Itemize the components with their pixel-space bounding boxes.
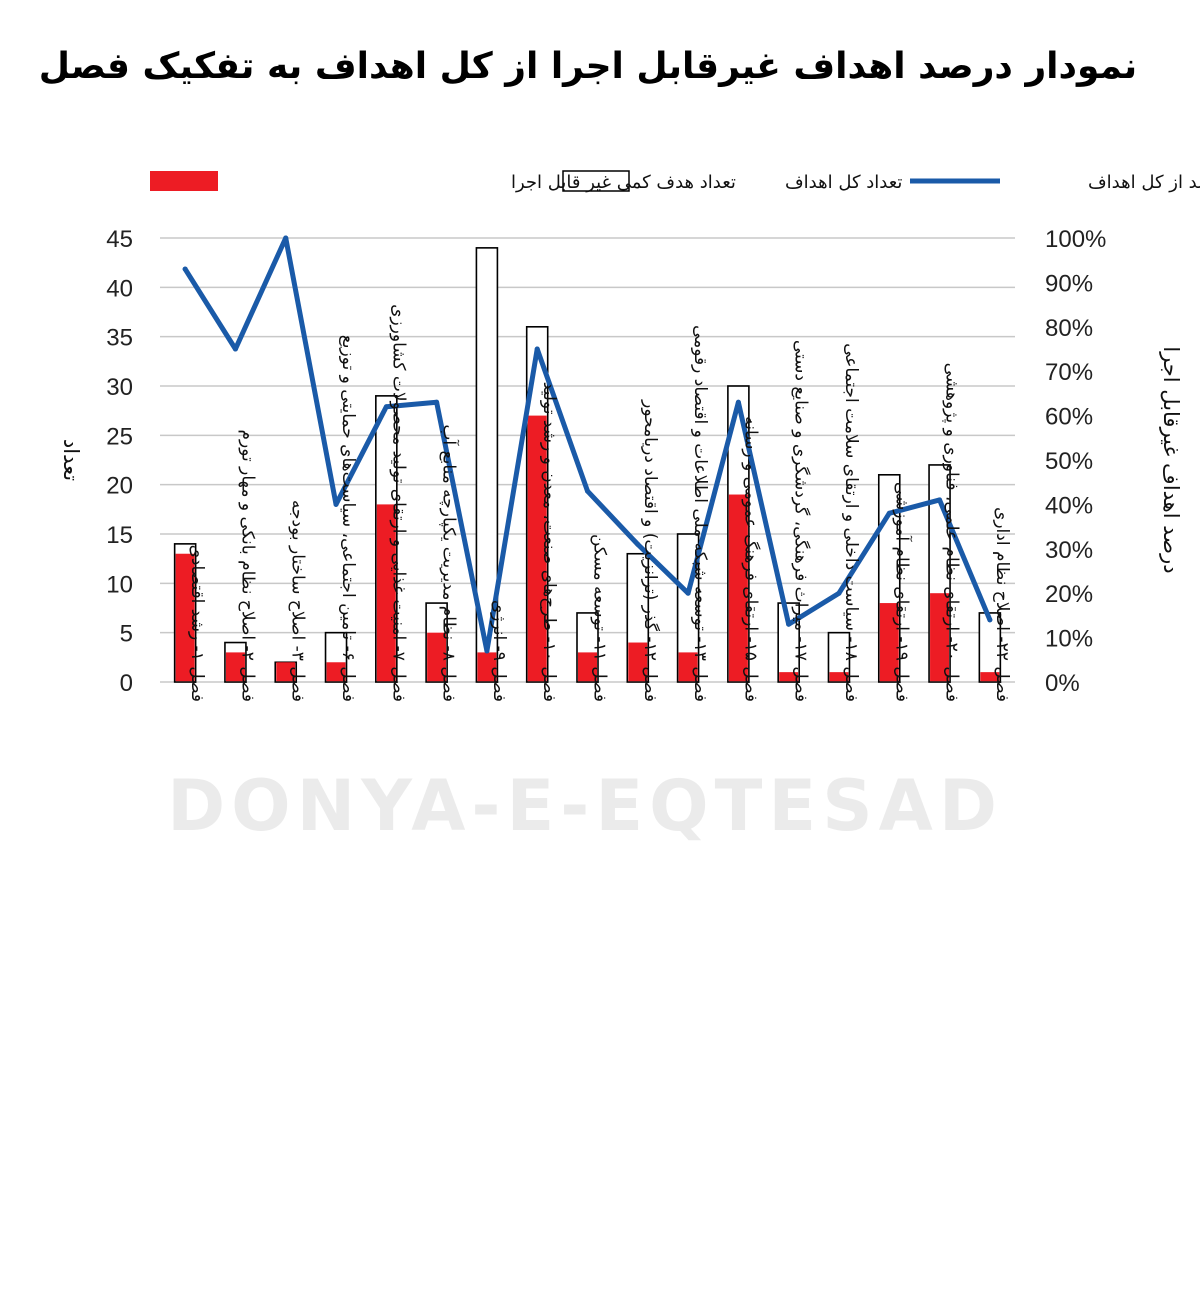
y2-tick-label: 90% xyxy=(1045,270,1093,297)
legend-item-red: تعداد هدف کمی غیر قابل اجرا xyxy=(150,171,736,193)
y-axis-right: 0% 10% 20% 30% 40% 50% 60% 70% 80% 90% 100% xyxy=(1045,226,1106,697)
percent-point xyxy=(534,346,540,352)
x-category-label: فصل ۱۱- توسعه مسکن xyxy=(590,534,610,702)
percent-point xyxy=(886,510,892,516)
percent-point xyxy=(283,235,289,241)
y-axis-left-title: تعداد xyxy=(59,439,83,481)
bar-infeasible xyxy=(376,504,396,682)
watermark-text: DONYA-E-EQTESAD xyxy=(167,765,1003,847)
percent-point xyxy=(635,541,641,547)
bar-infeasible xyxy=(779,672,799,682)
bar-infeasible xyxy=(225,652,245,682)
y2-tick-label: 20% xyxy=(1045,581,1093,608)
legend-line-label: درصد از کل اهداف xyxy=(1088,172,1200,193)
y2-tick-label: 60% xyxy=(1045,404,1093,431)
y-axis-right-title: درصد اهداف غیرقابل اجرا xyxy=(1159,346,1183,573)
y-tick-label: 0 xyxy=(120,670,133,697)
y2-tick-label: 30% xyxy=(1045,537,1093,564)
bar-infeasible xyxy=(930,593,950,682)
bar-infeasible xyxy=(879,603,899,682)
x-category-label: فصل ۱۰- طرح‌های صنعت، معدن و رشد تولید xyxy=(539,382,559,702)
x-category-label: فصل ۱۳- توسعه شبکه ملی اطلاعات و اقتصاد … xyxy=(690,325,710,702)
y-tick-label: 45 xyxy=(106,226,133,253)
x-category-label: فصل ۸- نظام مدیریت یکپارچه منابع آب xyxy=(439,424,461,702)
x-category-label: فصل ۹- انرژی xyxy=(489,600,509,702)
x-category-label: فصل ۲- اصلاح نظام بانکی و مهار تورم xyxy=(237,429,257,702)
bar-total xyxy=(978,612,1002,683)
y-tick-label: 5 xyxy=(120,621,133,648)
percent-point xyxy=(182,266,188,272)
percent-point xyxy=(232,346,238,352)
y2-tick-label: 70% xyxy=(1045,359,1093,386)
bar-infeasible xyxy=(276,662,296,682)
x-category-label: فصل ۲۲- اصلاح نظام اداری xyxy=(992,507,1012,702)
x-category-label: فصل ۱۸- سیاست داخلی و ارتقای سلامت اجتما… xyxy=(841,343,861,702)
bar-infeasible xyxy=(527,415,547,682)
percent-point xyxy=(333,501,339,507)
bar-infeasible xyxy=(427,632,447,682)
bar-infeasible xyxy=(678,652,698,682)
bar-infeasible xyxy=(477,652,497,682)
legend: درصد از کل اهداف تعداد کل اهداف تعداد هد… xyxy=(150,170,1200,193)
y2-tick-label: 100% xyxy=(1045,226,1106,253)
bar-infeasible xyxy=(980,672,1000,682)
legend-red-swatch xyxy=(150,171,218,191)
y-tick-label: 40 xyxy=(106,275,133,302)
y2-tick-label: 40% xyxy=(1045,492,1093,519)
bar-infeasible xyxy=(326,662,346,682)
bar-infeasible xyxy=(728,494,748,682)
bars xyxy=(173,247,1002,683)
legend-total-swatch xyxy=(562,170,630,192)
percent-point xyxy=(383,404,389,410)
y2-tick-label: 50% xyxy=(1045,448,1093,475)
x-category-label: فصل ۱۲- گذر (ترانزیت) و اقتصاد دریامحور xyxy=(640,399,661,702)
percent-point xyxy=(484,648,490,654)
percent-point xyxy=(434,399,440,405)
x-category-label: فصل ۱۷- میراث فرهنگی، گردشگری و صنایع دس… xyxy=(791,340,812,702)
bar-infeasible xyxy=(578,652,597,682)
percent-line xyxy=(182,235,993,654)
y-tick-label: 10 xyxy=(106,571,133,598)
legend-total-label: تعداد کل اهداف xyxy=(785,172,902,193)
x-category-label: فصل ۳- اصلاح ساختار بودجه xyxy=(288,500,308,702)
x-axis-labels: فصل ۱- رشد اقتصادی فصل ۲- اصلاح نظام بانک… xyxy=(187,304,1012,702)
percent-point xyxy=(585,488,590,494)
percent-point xyxy=(987,617,993,623)
y-tick-label: 30 xyxy=(106,374,133,401)
x-category-label: فصل ۶- تامین اجتماعی، سیاست‌های حمایتی و… xyxy=(338,335,358,702)
x-category-label: فصل ۱- رشد اقتصادی xyxy=(187,545,207,702)
percent-point xyxy=(836,590,842,596)
bar-total xyxy=(475,247,499,683)
y-tick-label: 15 xyxy=(106,522,133,549)
percent-point xyxy=(735,399,741,405)
x-category-label: فصل ۷- امنیت غذایی و ارتقای تولید محصولا… xyxy=(388,304,408,702)
chart-title: نمودار درصد اهداف غیرقابل اجرا از کل اهد… xyxy=(39,46,1137,87)
bar-infeasible xyxy=(175,553,195,682)
percent-point xyxy=(685,590,691,596)
y2-tick-label: 10% xyxy=(1045,626,1093,653)
x-category-label: فصل ۱۹- ارتقای نظام آموزشی xyxy=(891,482,913,702)
y-tick-label: 35 xyxy=(106,325,133,352)
y-axis-left: 0 5 10 15 20 25 30 35 40 45 xyxy=(106,226,133,697)
legend-item-line: درصد از کل اهداف xyxy=(910,172,1200,193)
bar-total xyxy=(827,631,851,683)
bar-infeasible xyxy=(628,642,648,682)
x-category-label: فصل ۲۰- ارتقای نظام علمی، فناوری و پژوهش… xyxy=(942,363,962,702)
y2-tick-label: 0% xyxy=(1045,670,1080,697)
percent-point xyxy=(786,621,792,627)
watermark: DONYA-E-EQTESAD xyxy=(167,765,1003,847)
legend-red-label: تعداد هدف کمی غیر قابل اجرا xyxy=(511,172,736,193)
bar-infeasible xyxy=(829,672,849,682)
y-tick-label: 25 xyxy=(106,423,133,450)
y2-tick-label: 80% xyxy=(1045,315,1093,342)
x-category-label: فصل ۱۵- ارتقای فرهنگ عمومی و رسانه xyxy=(740,416,761,702)
percent-point xyxy=(937,497,943,503)
y-tick-label: 20 xyxy=(106,473,133,500)
legend-item-total: تعداد کل اهداف xyxy=(562,170,902,193)
